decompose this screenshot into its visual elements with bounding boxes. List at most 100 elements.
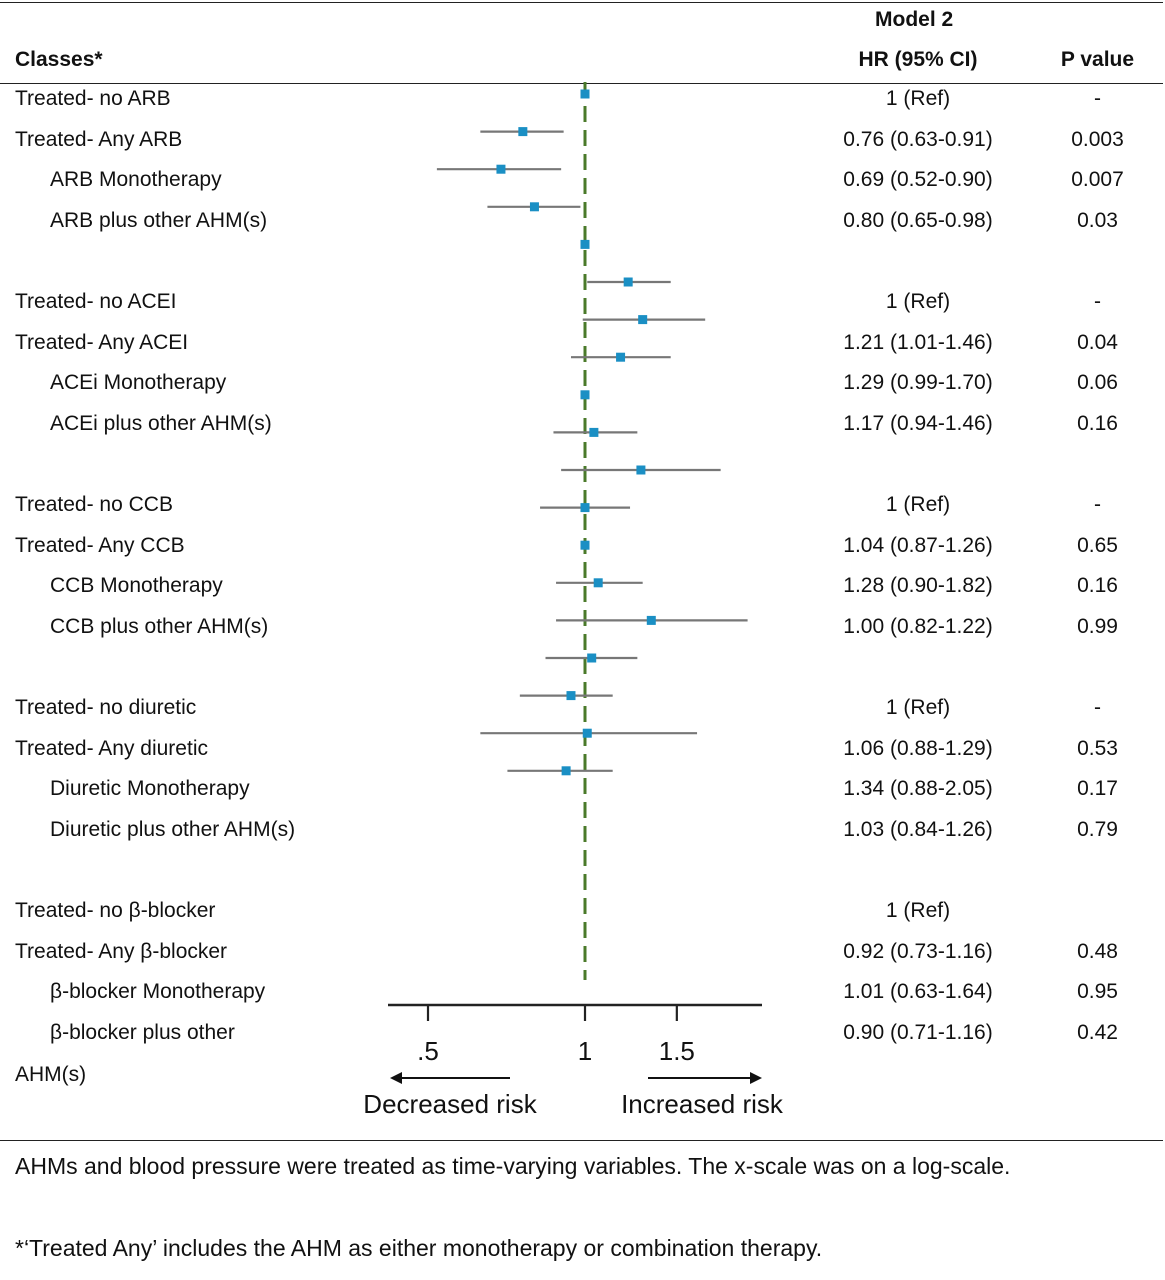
hr-value: 1.17 (0.94-1.46) <box>843 412 993 435</box>
point-marker <box>587 653 597 663</box>
hr-heading: HR (95% CI) <box>858 48 978 71</box>
point-marker <box>580 540 590 550</box>
hr-value: 0.76 (0.63-0.91) <box>843 128 993 151</box>
p-value: 0.42 <box>1077 1021 1118 1044</box>
row-label: ACEi Monotherapy <box>50 371 227 394</box>
row-label: ACEi plus other AHM(s) <box>50 412 272 435</box>
hr-value: 0.90 (0.71-1.16) <box>843 1021 993 1044</box>
point-marker <box>529 202 539 212</box>
x-tick-label: .5 <box>417 1036 439 1066</box>
row-label: Treated- Any ARB <box>15 128 183 151</box>
point-marker <box>566 691 576 701</box>
row-label: Treated- no β-blocker <box>15 899 216 922</box>
increased-risk-label: Increased risk <box>621 1089 784 1119</box>
table-row: Diuretic plus other AHM(s) 1.03 (0.84-1.2… <box>0 812 1165 852</box>
footnote-treated-any: *‘Treated Any’ includes the AHM as eithe… <box>15 1235 823 1261</box>
table-row: β-blocker plus other 0.90 (0.71-1.16) 0.42 <box>0 1015 1165 1055</box>
p-value: - <box>1094 696 1101 719</box>
pvalue-heading: P value <box>1060 48 1135 71</box>
p-value: 0.003 <box>1071 128 1124 151</box>
point-marker <box>496 164 506 174</box>
p-value: 0.48 <box>1077 940 1118 963</box>
hr-value: 1.21 (1.01-1.46) <box>843 331 993 354</box>
point-marker <box>518 127 528 137</box>
p-value: 0.04 <box>1077 331 1118 354</box>
row-label: CCB Monotherapy <box>50 574 223 597</box>
point-marker <box>593 578 603 588</box>
decreased-arrow-head <box>390 1072 402 1084</box>
row-label: Diuretic plus other AHM(s) <box>50 818 296 841</box>
header-rule <box>0 83 1163 84</box>
point-marker <box>638 315 648 325</box>
p-value: - <box>1094 493 1101 516</box>
row-label: Treated- Any CCB <box>15 534 185 557</box>
hr-value: 1 (Ref) <box>885 290 951 313</box>
p-value: 0.007 <box>1071 168 1124 191</box>
point-marker <box>582 728 592 738</box>
hr-value: 1.28 (0.90-1.82) <box>843 574 993 597</box>
table-row: CCB plus other AHM(s) 1.00 (0.82-1.22) 0.9… <box>0 609 1165 649</box>
model-heading: Model 2 <box>875 8 954 31</box>
p-value: 0.06 <box>1077 371 1118 394</box>
point-marker <box>623 277 633 287</box>
hr-value: 1.29 (0.99-1.70) <box>843 371 993 394</box>
decreased-risk-label: Decreased risk <box>363 1089 537 1119</box>
p-value: - <box>1094 87 1101 110</box>
row-label: Treated- Any ACEI <box>15 331 189 354</box>
increased-arrow-head <box>750 1072 762 1084</box>
row-label: Treated- Any diuretic <box>15 737 208 760</box>
table-row: Treated- Any ARB 0.76 (0.63-0.91) 0.003 <box>0 122 1165 162</box>
row-label: Diuretic Monotherapy <box>50 777 250 800</box>
hr-value: 1 (Ref) <box>885 87 951 110</box>
hr-value: 1.04 (0.87-1.26) <box>843 534 993 557</box>
forest-plot: .5 1 1.5 Decreased risk Increased risk <box>363 82 784 1119</box>
table-row: ACEi plus other AHM(s) 1.17 (0.94-1.46) 0.… <box>0 406 1165 446</box>
point-marker <box>616 352 626 362</box>
p-value: 0.99 <box>1077 615 1118 638</box>
table-row: ARB plus other AHM(s) 0.80 (0.65-0.98) 0.0… <box>0 203 1165 243</box>
point-marker <box>580 503 590 513</box>
p-value: 0.53 <box>1077 737 1118 760</box>
row-label: Treated- Any β-blocker <box>15 940 228 963</box>
hr-value: 0.80 (0.65-0.98) <box>843 209 993 232</box>
hr-value: 1 (Ref) <box>885 696 951 719</box>
row-continuation: AHM(s) <box>0 1057 1165 1097</box>
row-label: Treated- no CCB <box>15 493 173 516</box>
hr-value: 1.06 (0.88-1.29) <box>843 737 993 760</box>
table-row: Treated- no CCB 1 (Ref) - <box>0 487 1165 527</box>
hr-value: 1 (Ref) <box>885 493 951 516</box>
top-rule <box>0 2 1163 3</box>
point-marker <box>589 427 599 437</box>
bottom-rule <box>0 1140 1163 1141</box>
table-row: Treated- Any diuretic 1.06 (0.88-1.29) 0.5… <box>0 731 1165 771</box>
hr-value: 1.34 (0.88-2.05) <box>843 777 993 800</box>
p-value: 0.03 <box>1077 209 1118 232</box>
row-label: Treated- no diuretic <box>15 696 197 719</box>
hr-value: 0.69 (0.52-0.90) <box>843 168 993 191</box>
table-row: Treated- Any ACEI 1.21 (1.01-1.46) 0.04 <box>0 325 1165 365</box>
table-row: Treated- no ARB 1 (Ref) - <box>0 81 1165 121</box>
table-row: CCB Monotherapy 1.28 (0.90-1.82) 0.16 <box>0 568 1165 608</box>
row-label: Treated- no ACEI <box>15 290 177 313</box>
point-marker <box>636 465 646 475</box>
p-value: 0.79 <box>1077 818 1118 841</box>
footnote-timevarying: AHMs and blood pressure were treated as … <box>15 1153 1011 1179</box>
table-row: Treated- no β-blocker 1 (Ref) <box>0 893 1165 933</box>
table-row: β-blocker Monotherapy 1.01 (0.63-1.64) 0.9… <box>0 974 1165 1014</box>
p-value: 0.95 <box>1077 980 1118 1003</box>
x-tick-label: 1 <box>578 1036 592 1066</box>
point-marker <box>580 390 590 400</box>
p-value: 0.16 <box>1077 412 1118 435</box>
table-row: Treated- Any CCB 1.04 (0.87-1.26) 0.65 <box>0 528 1165 568</box>
table-row: Diuretic Monotherapy 1.34 (0.88-2.05) 0.17 <box>0 771 1165 811</box>
hr-value: 0.92 (0.73-1.16) <box>843 940 993 963</box>
p-value: - <box>1094 290 1101 313</box>
point-marker <box>580 239 590 249</box>
p-value: 0.17 <box>1077 777 1118 800</box>
table-row: ACEi Monotherapy 1.29 (0.99-1.70) 0.06 <box>0 365 1165 405</box>
table-row: ARB Monotherapy 0.69 (0.52-0.90) 0.007 <box>0 162 1165 202</box>
table-row: Treated- Any β-blocker 0.92 (0.73-1.16) 0.… <box>0 934 1165 974</box>
table-row: Treated- no ACEI 1 (Ref) - <box>0 284 1165 324</box>
row-label: Treated- no ARB <box>15 87 171 110</box>
row-label: AHM(s) <box>15 1063 87 1086</box>
